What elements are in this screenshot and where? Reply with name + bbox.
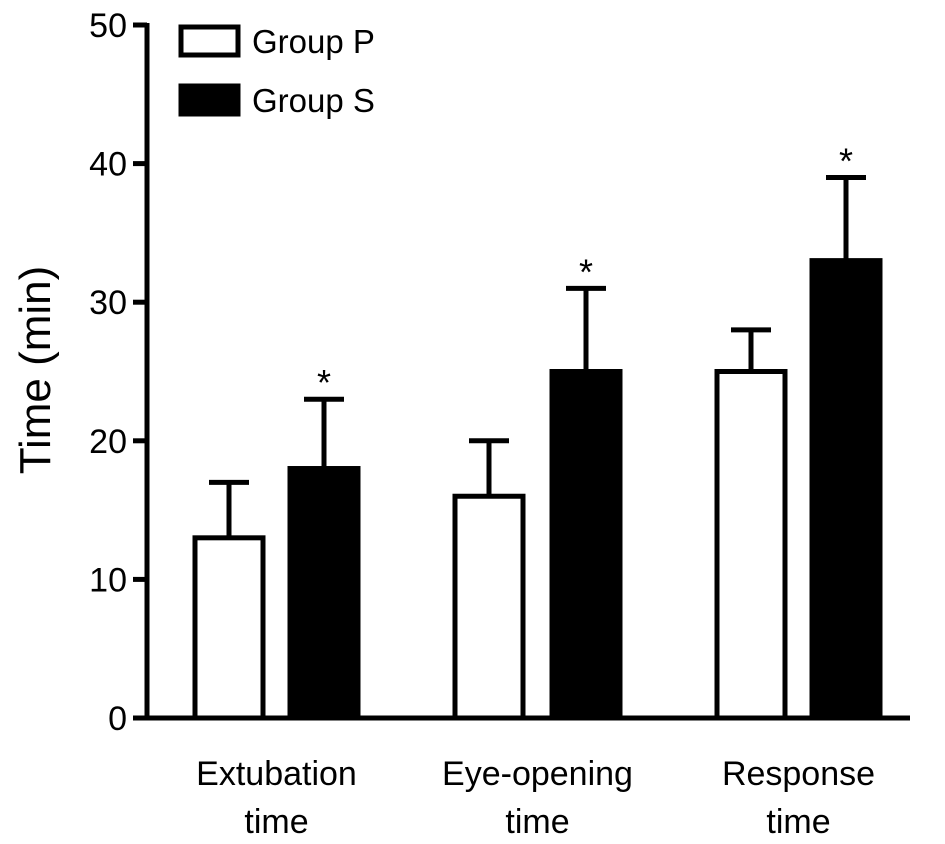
bar-group-p	[192, 535, 266, 721]
y-tick-label: 0	[108, 700, 127, 738]
legend-swatch	[178, 83, 241, 117]
x-tick-label: time	[766, 803, 830, 841]
y-tick-label: 50	[89, 7, 127, 45]
x-tick-label: Eye-opening	[442, 755, 633, 793]
bar-group-p	[452, 493, 526, 721]
bar-group-s	[287, 466, 361, 721]
bar-group-s	[549, 369, 623, 721]
x-tick-label: Response	[722, 755, 875, 793]
significance-marker: *	[579, 251, 593, 292]
legend-label: Group P	[252, 23, 375, 60]
x-tick-label: time	[244, 803, 308, 841]
y-axis-label: Time (min)	[11, 266, 60, 475]
bar-group-p	[714, 369, 788, 721]
bar-group-s	[809, 258, 883, 721]
y-tick-label: 30	[89, 284, 127, 322]
significance-marker: *	[317, 362, 331, 403]
y-tick-label: 20	[89, 423, 127, 461]
x-tick-label: Extubation	[196, 755, 357, 793]
y-tick-label: 10	[89, 561, 127, 599]
x-tick-label: time	[505, 803, 569, 841]
significance-marker: *	[839, 140, 853, 181]
legend-swatch	[178, 24, 241, 58]
legend-label: Group S	[252, 82, 375, 119]
y-tick-label: 40	[89, 146, 127, 184]
